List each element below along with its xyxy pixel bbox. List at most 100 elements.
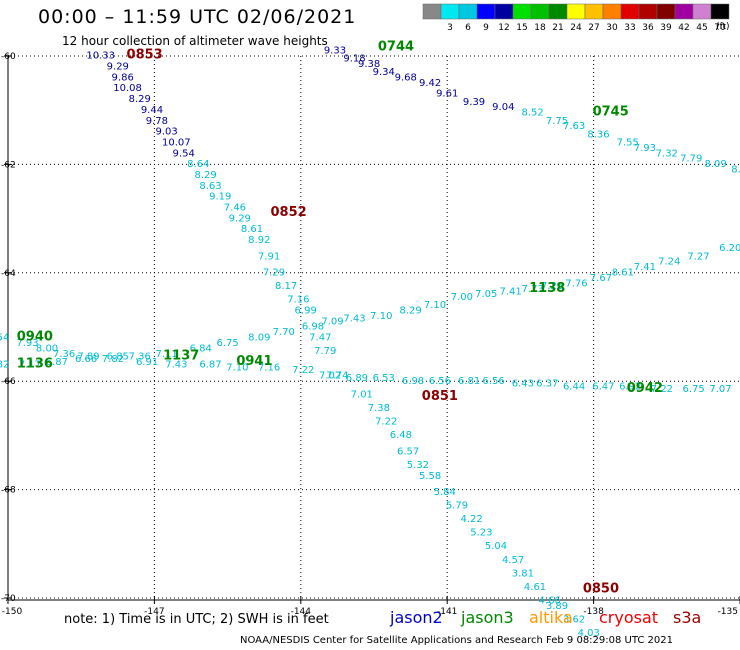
wave-height-value: 7.43 [165, 360, 187, 371]
wave-height-value: 6.66 [75, 354, 97, 365]
wave-height-value: 6.87 [46, 357, 68, 368]
color-scale-bin [656, 3, 676, 20]
wave-height-value: 7.00 [451, 292, 473, 303]
wave-height-value: 9.29 [229, 213, 251, 224]
wave-height-value: 8.61 [612, 268, 634, 279]
color-scale-bin [602, 3, 622, 20]
wave-height-value: 9.44 [141, 105, 163, 116]
wave-height-value: 7.54 [0, 333, 9, 344]
lat-tick-label: -66 [1, 377, 16, 387]
color-scale-label: 27 [588, 23, 599, 33]
wave-height-value: 6.43 [512, 379, 534, 390]
lon-tick-label: -147 [144, 607, 164, 617]
wave-height-value: 5.84 [434, 487, 456, 498]
pass-time-label: 0853 [127, 48, 163, 63]
color-scale-label: 70 [714, 23, 726, 33]
color-scale-bin [674, 3, 694, 20]
wave-height-value: 7.36 [53, 349, 75, 360]
color-scale-bin [530, 3, 550, 20]
color-scale-bin [512, 3, 532, 20]
wave-height-value: 7.82 [102, 354, 124, 365]
color-scale-label: 33 [624, 23, 635, 33]
lon-tick-label: -135 [718, 607, 738, 617]
color-scale-bin [620, 3, 640, 20]
wave-height-value: 6.57 [397, 446, 419, 457]
wave-height-value: 8.64 [187, 159, 209, 170]
wave-height-value: 6.37 [536, 379, 558, 390]
wave-height-value: 3.89 [546, 601, 568, 612]
lat-tick-label: -60 [1, 52, 16, 62]
wave-height-value: 7.22 [292, 365, 314, 376]
wave-height-value: 6.84 [190, 343, 212, 354]
wave-height-value: 7.10 [424, 300, 446, 311]
wave-height-value: 4.03 [578, 628, 600, 639]
lat-tick-label: -64 [1, 269, 16, 279]
color-scale-bin [638, 3, 658, 20]
wave-height-value: 7.10 [370, 311, 392, 322]
color-scale-label: 24 [570, 23, 582, 33]
pass-time-label: 1138 [529, 281, 565, 296]
wave-height-value: 8.29 [399, 305, 421, 316]
color-scale-bin [710, 3, 730, 20]
pass-time-label: 0745 [593, 105, 629, 120]
lat-tick-label: -62 [1, 160, 16, 170]
lon-tick-label: -141 [437, 607, 457, 617]
pass-time-label: 1136 [17, 357, 53, 372]
satellite-s3a-label: s3a [673, 608, 702, 627]
wave-height-value: 5.58 [419, 471, 441, 482]
wave-height-value: 7.05 [475, 289, 497, 300]
wave-height-value: 9.03 [155, 127, 177, 138]
color-scale-bin [566, 3, 586, 20]
wave-height-value: 10.07 [162, 137, 191, 148]
lon-tick-label: -150 [2, 607, 23, 617]
wave-height-value: 7.38 [368, 403, 390, 414]
wave-height-value: 9.61 [436, 89, 458, 100]
pass-time-label: 0850 [583, 582, 619, 597]
wave-height-value: 7.79 [314, 346, 336, 357]
page-title: 00:00 – 11:59 UTC 02/06/2021 [38, 6, 357, 28]
pass-time-label: 0744 [378, 40, 414, 55]
wave-height-value: 4.57 [502, 555, 524, 566]
wave-height-value: 9.68 [395, 72, 417, 83]
wave-height-value: 7.55 [617, 137, 639, 148]
wave-height-value: 6.92 [619, 381, 641, 392]
color-scale-bin [440, 3, 460, 20]
wave-height-value: 6.47 [592, 381, 614, 392]
wave-height-value: 7.41 [500, 286, 522, 297]
color-scale-bin [692, 3, 712, 20]
color-scale-label: 15 [516, 23, 527, 33]
wave-height-value: 7.82 [0, 360, 9, 371]
wave-height-value: 4.61 [524, 582, 546, 593]
wave-height-value: 9.33 [324, 45, 346, 56]
wave-height-value: 7.76 [565, 278, 587, 289]
wave-height-value: 7.07 [709, 384, 731, 395]
wave-height-value: 7.24 [658, 257, 680, 268]
wave-height-value: 10.08 [113, 83, 142, 94]
color-scale-label: 39 [660, 23, 672, 33]
color-scale-label: 18 [534, 23, 546, 33]
wave-height-value: 5.04 [485, 541, 507, 552]
color-scale-label: 6 [465, 23, 471, 33]
wave-height-value: 8.36 [587, 129, 609, 140]
wave-height-value: 6.81 [458, 376, 480, 387]
wave-height-value: 7.01 [351, 389, 373, 400]
pass-time-label: 0851 [422, 389, 458, 404]
color-scale-bin [422, 3, 442, 20]
wave-height-value: 7.41 [634, 262, 656, 273]
wave-height-value: 8.09 [248, 333, 270, 344]
color-scale-label: 42 [678, 23, 689, 33]
wave-height-value: 7.47 [309, 333, 331, 344]
wave-height-value: 8.72 [731, 165, 740, 176]
wave-height-value: 7.73 [521, 284, 543, 295]
wave-height-value: 6.91 [136, 357, 158, 368]
wave-height-value: 6.89 [346, 373, 368, 384]
wave-height-value: 6.56 [429, 376, 451, 387]
color-scale-label: 30 [606, 23, 618, 33]
wave-height-value: 7.36 [129, 352, 151, 363]
pass-time-label: 0940 [17, 330, 53, 345]
wave-height-value: 7.22 [651, 384, 673, 395]
wave-height-value: 7.79 [680, 154, 702, 165]
wave-height-value: 7.63 [563, 121, 585, 132]
credit-line: NOAA/NESDIS Center for Satellite Applica… [240, 635, 673, 646]
